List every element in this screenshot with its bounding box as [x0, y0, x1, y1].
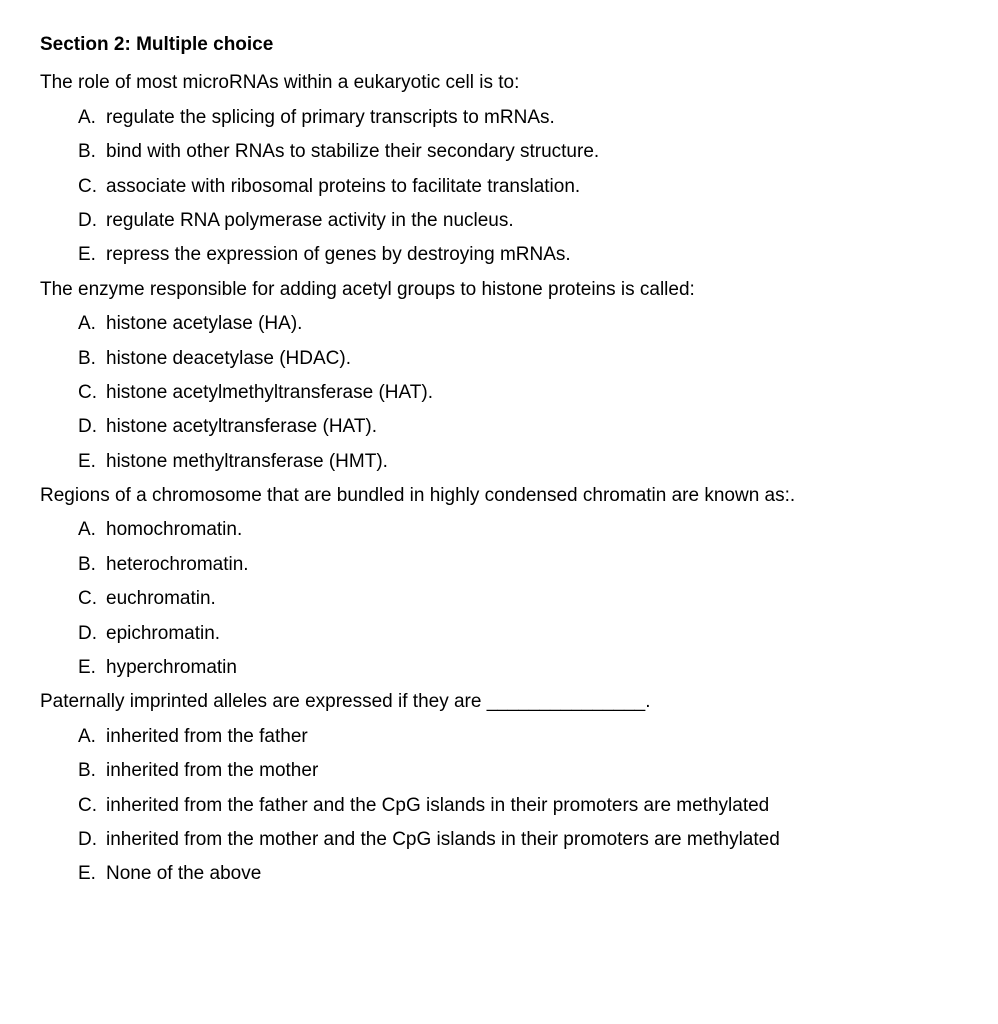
option-letter: A.	[78, 103, 106, 133]
option-text: inherited from the mother	[106, 756, 958, 786]
option-letter: D.	[78, 412, 106, 442]
option-letter: B.	[78, 137, 106, 167]
question-prompt: The role of most microRNAs within a euka…	[40, 68, 958, 98]
question-block: Paternally imprinted alleles are express…	[40, 687, 958, 889]
option-item: B. bind with other RNAs to stabilize the…	[78, 137, 958, 167]
option-letter: B.	[78, 756, 106, 786]
option-letter: B.	[78, 550, 106, 580]
option-text: associate with ribosomal proteins to fac…	[106, 172, 958, 202]
option-letter: C.	[78, 584, 106, 614]
option-item: D. histone acetyltransferase (HAT).	[78, 412, 958, 442]
option-text: bind with other RNAs to stabilize their …	[106, 137, 958, 167]
option-item: A. homochromatin.	[78, 515, 958, 545]
option-letter: A.	[78, 515, 106, 545]
option-letter: C.	[78, 172, 106, 202]
option-item: D. inherited from the mother and the CpG…	[78, 825, 958, 855]
option-text: regulate RNA polymerase activity in the …	[106, 206, 958, 236]
option-list: A. homochromatin. B. heterochromatin. C.…	[40, 515, 958, 683]
option-text: inherited from the father	[106, 722, 958, 752]
option-text: histone acetylase (HA).	[106, 309, 958, 339]
option-letter: D.	[78, 825, 106, 855]
option-item: E. None of the above	[78, 859, 958, 889]
option-item: B. histone deacetylase (HDAC).	[78, 344, 958, 374]
question-block: The enzyme responsible for adding acetyl…	[40, 275, 958, 477]
option-list: A. regulate the splicing of primary tran…	[40, 103, 958, 271]
option-text: repress the expression of genes by destr…	[106, 240, 958, 270]
option-letter: E.	[78, 240, 106, 270]
question-prompt: The enzyme responsible for adding acetyl…	[40, 275, 958, 305]
option-letter: A.	[78, 309, 106, 339]
option-item: E. hyperchromatin	[78, 653, 958, 683]
option-letter: C.	[78, 378, 106, 408]
option-item: C. associate with ribosomal proteins to …	[78, 172, 958, 202]
option-list: A. histone acetylase (HA). B. histone de…	[40, 309, 958, 477]
question-block: The role of most microRNAs within a euka…	[40, 68, 958, 270]
option-list: A. inherited from the father B. inherite…	[40, 722, 958, 890]
option-item: C. euchromatin.	[78, 584, 958, 614]
option-text: hyperchromatin	[106, 653, 958, 683]
option-item: A. regulate the splicing of primary tran…	[78, 103, 958, 133]
option-text: inherited from the father and the CpG is…	[106, 791, 958, 821]
option-letter: A.	[78, 722, 106, 752]
option-item: E. repress the expression of genes by de…	[78, 240, 958, 270]
option-text: heterochromatin.	[106, 550, 958, 580]
option-text: homochromatin.	[106, 515, 958, 545]
option-letter: D.	[78, 206, 106, 236]
option-letter: C.	[78, 791, 106, 821]
option-text: histone acetyltransferase (HAT).	[106, 412, 958, 442]
option-item: A. inherited from the father	[78, 722, 958, 752]
option-item: B. heterochromatin.	[78, 550, 958, 580]
question-prompt: Regions of a chromosome that are bundled…	[40, 481, 958, 511]
option-item: C. histone acetylmethyltransferase (HAT)…	[78, 378, 958, 408]
option-item: D. epichromatin.	[78, 619, 958, 649]
option-item: B. inherited from the mother	[78, 756, 958, 786]
option-text: histone acetylmethyltransferase (HAT).	[106, 378, 958, 408]
option-text: None of the above	[106, 859, 958, 889]
option-item: D. regulate RNA polymerase activity in t…	[78, 206, 958, 236]
option-text: epichromatin.	[106, 619, 958, 649]
option-letter: E.	[78, 859, 106, 889]
option-item: C. inherited from the father and the CpG…	[78, 791, 958, 821]
option-letter: E.	[78, 447, 106, 477]
option-letter: B.	[78, 344, 106, 374]
option-item: A. histone acetylase (HA).	[78, 309, 958, 339]
option-letter: E.	[78, 653, 106, 683]
option-text: histone methyltransferase (HMT).	[106, 447, 958, 477]
option-text: histone deacetylase (HDAC).	[106, 344, 958, 374]
option-text: regulate the splicing of primary transcr…	[106, 103, 958, 133]
option-item: E. histone methyltransferase (HMT).	[78, 447, 958, 477]
question-prompt: Paternally imprinted alleles are express…	[40, 687, 958, 717]
option-text: euchromatin.	[106, 584, 958, 614]
question-block: Regions of a chromosome that are bundled…	[40, 481, 958, 683]
section-title: Section 2: Multiple choice	[40, 30, 958, 60]
option-letter: D.	[78, 619, 106, 649]
option-text: inherited from the mother and the CpG is…	[106, 825, 958, 855]
